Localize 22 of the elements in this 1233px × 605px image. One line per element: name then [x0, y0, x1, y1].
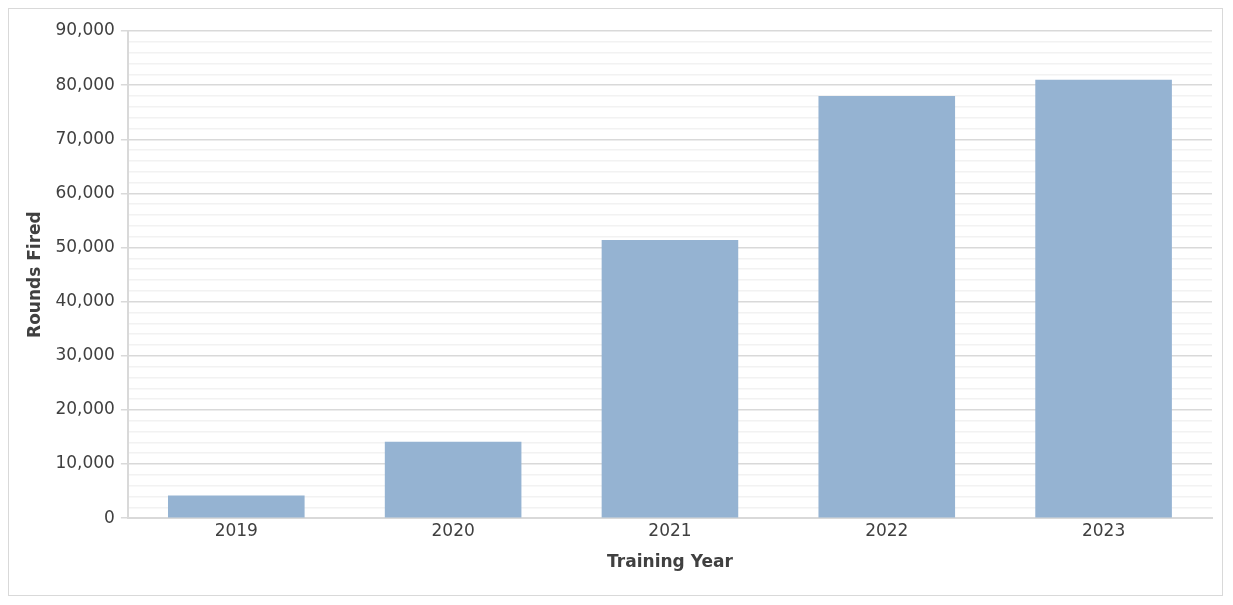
- y-tick-label: 40,000: [55, 290, 115, 311]
- bar: [818, 95, 956, 518]
- y-tick-label: 90,000: [55, 19, 115, 40]
- bar: [168, 495, 305, 518]
- y-tick-label: 30,000: [55, 344, 115, 365]
- y-tick-label: 50,000: [55, 235, 115, 256]
- x-axis-title: Training Year: [607, 551, 734, 572]
- y-axis-title: Rounds Fired: [23, 211, 44, 338]
- y-tick-label: 60,000: [55, 181, 115, 202]
- bar: [1035, 79, 1172, 518]
- y-tick-label: 10,000: [55, 452, 115, 473]
- y-tick-label: 20,000: [55, 398, 115, 419]
- x-tick-label: 2019: [214, 519, 258, 540]
- x-tick-label: 2022: [865, 519, 909, 540]
- y-tick-label: 0: [104, 506, 115, 527]
- bar: [384, 441, 522, 518]
- x-tick-label: 2023: [1081, 519, 1126, 540]
- bar: [601, 239, 739, 518]
- x-tick-label: 2020: [431, 519, 475, 540]
- x-tick-label: 2021: [648, 519, 692, 540]
- y-tick-label: 80,000: [55, 73, 115, 94]
- y-tick-label: 70,000: [55, 127, 115, 148]
